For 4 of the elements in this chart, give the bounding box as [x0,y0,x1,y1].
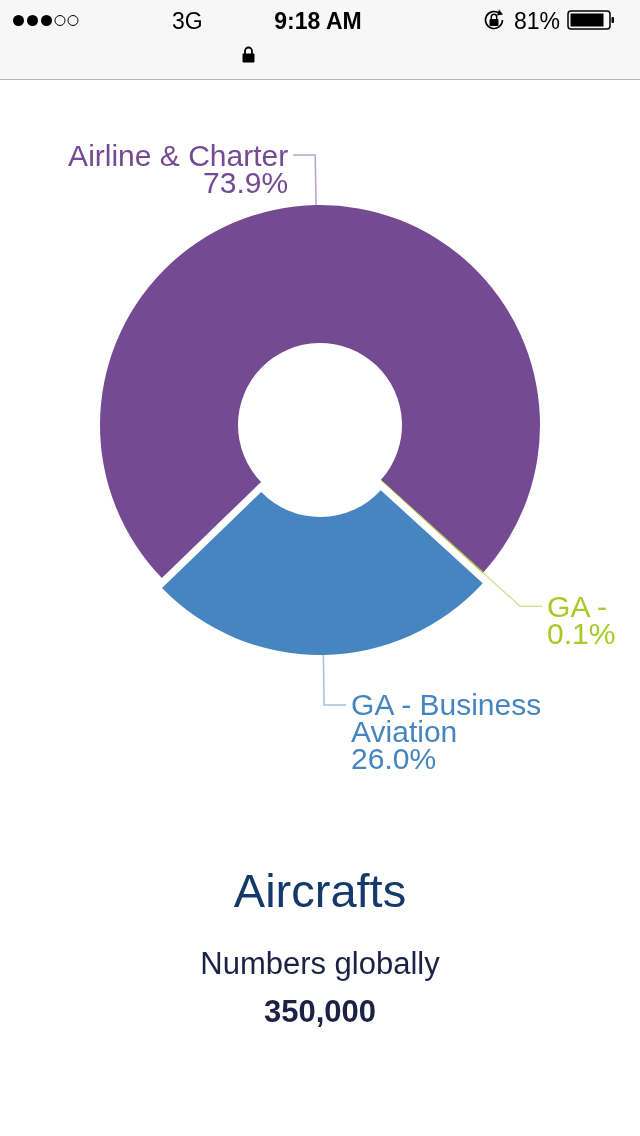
text: 350,000 [263,994,377,1029]
browser-toolbar: 3G 9:18 AM 81% [0,0,640,80]
text: Aircrafts [233,864,407,917]
text: Numbers globally [200,946,441,981]
